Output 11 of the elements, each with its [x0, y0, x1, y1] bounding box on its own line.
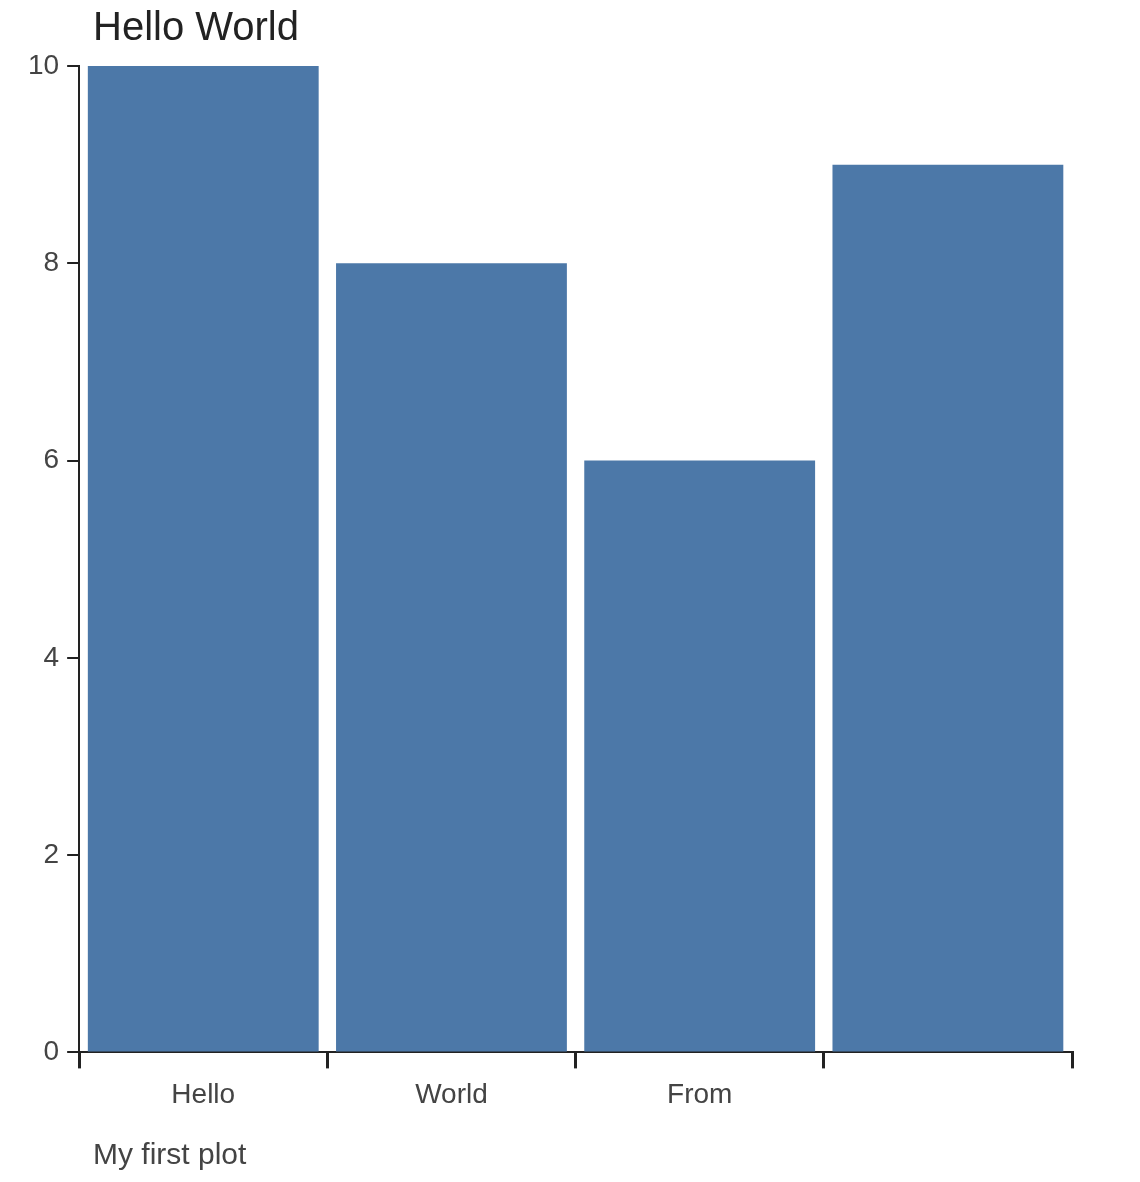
y-tick-label: 6: [43, 443, 60, 475]
x-tick-label: From: [667, 1077, 733, 1109]
chart-title: Hello World: [93, 3, 299, 50]
y-tick-label: 8: [43, 246, 60, 277]
x-tick-label: World: [415, 1077, 488, 1109]
y-tick-label: 0: [43, 1035, 60, 1067]
y-tick-label: 2: [43, 837, 60, 869]
text: My first plot: [93, 1137, 247, 1171]
y-tick-label: 4: [43, 640, 60, 672]
y-tick-label: 10: [27, 48, 60, 80]
x-tick-label: Hello: [171, 1077, 236, 1109]
